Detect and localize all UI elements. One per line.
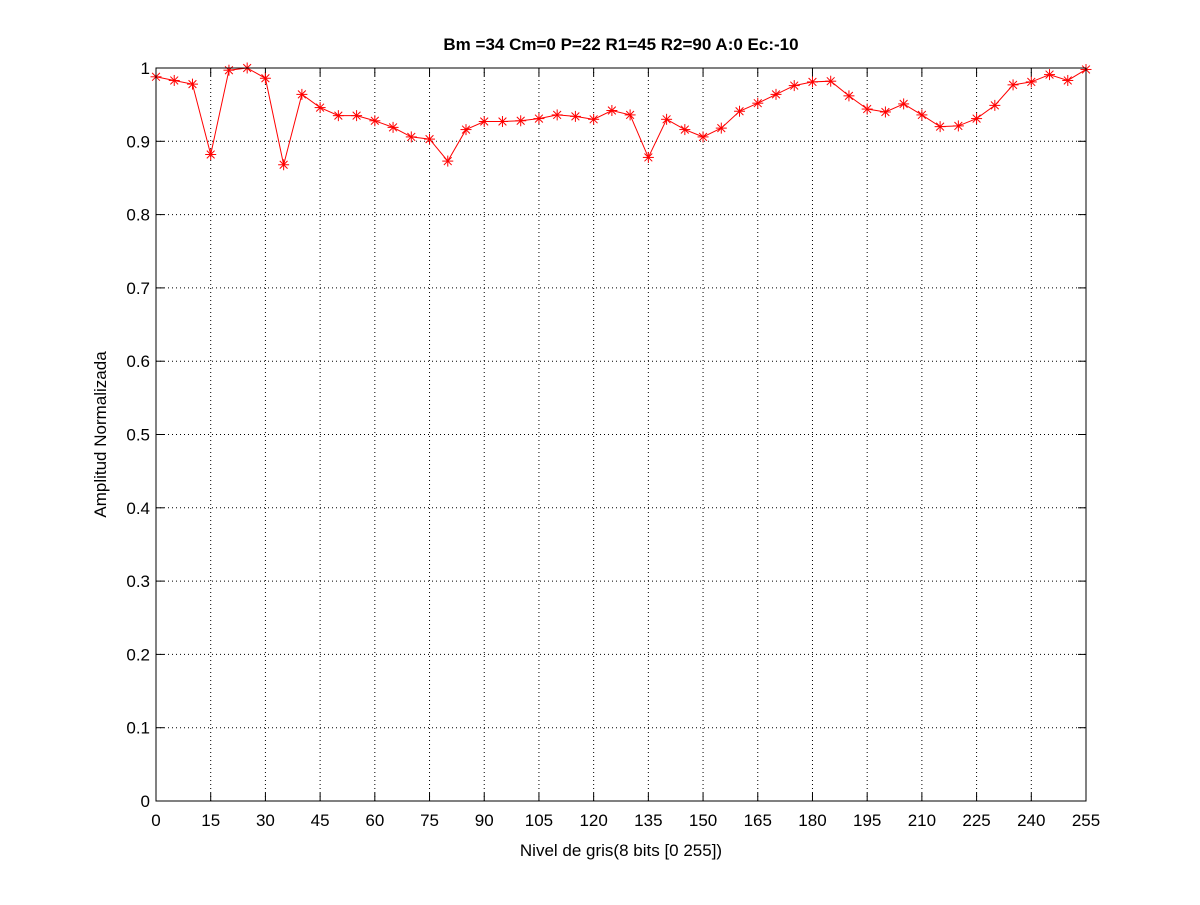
x-tick-label: 30	[256, 811, 275, 830]
x-tick-label: 15	[201, 811, 220, 830]
data-point-marker	[752, 97, 764, 109]
x-tick-label: 240	[1017, 811, 1045, 830]
data-point-marker	[879, 106, 891, 118]
data-point-marker	[442, 155, 454, 167]
x-tick-label: 105	[525, 811, 553, 830]
data-point-marker	[351, 110, 363, 122]
data-point-marker	[387, 121, 399, 133]
y-tick-label: 0.3	[126, 572, 150, 591]
data-point-marker	[569, 110, 581, 122]
data-point-marker	[715, 122, 727, 134]
data-point-marker	[734, 105, 746, 117]
x-tick-label: 90	[475, 811, 494, 830]
data-point-marker	[424, 133, 436, 145]
data-point-marker	[770, 88, 782, 100]
data-point-marker	[332, 110, 344, 122]
x-axis-label: Nivel de gris(8 bits [0 255])	[520, 841, 722, 860]
y-tick-label: 0	[141, 792, 150, 811]
data-point-marker	[278, 159, 290, 171]
data-point-marker	[205, 148, 217, 160]
data-point-marker	[989, 99, 1001, 111]
data-point-marker	[952, 120, 964, 132]
y-tick-label: 0.5	[126, 426, 150, 445]
data-point-marker	[186, 78, 198, 90]
y-tick-label: 0.1	[126, 719, 150, 738]
data-point-marker	[551, 109, 563, 121]
data-point-marker	[697, 131, 709, 143]
data-point-marker	[369, 115, 381, 127]
data-point-marker	[825, 75, 837, 87]
data-point-marker	[861, 103, 873, 115]
axes-frame	[155, 67, 1087, 802]
chart-title: Bm =34 Cm=0 P=22 R1=45 R2=90 A:0 Ec:-10	[443, 35, 798, 54]
series-line	[155, 67, 1087, 165]
y-tick-label: 0.9	[126, 132, 150, 151]
data-point-marker	[624, 109, 636, 121]
data-point-marker	[259, 72, 271, 84]
x-tick-labels: 0 15 30 45 60 75 90 105 120 135 150 165 180 195 210 225…	[151, 811, 1100, 830]
x-tick-label: 135	[634, 811, 662, 830]
y-tick-label: 0.4	[126, 499, 150, 518]
y-tick-label: 0.2	[126, 645, 150, 664]
data-point-marker	[405, 131, 417, 143]
y-tick-label: 0.6	[126, 352, 150, 371]
data-point-marker	[661, 113, 673, 125]
data-point-marker	[588, 113, 600, 125]
x-tick-label: 120	[579, 811, 607, 830]
data-point-marker	[1007, 79, 1019, 91]
data-point-marker	[496, 116, 508, 128]
x-tick-label: 0	[151, 811, 160, 830]
y-tick-labels: 0 0.1 0.2 0.3 0.4 0.5 0.6 0.7 0.8 0.9 1	[126, 59, 150, 811]
data-point-marker	[478, 116, 490, 128]
x-tick-label: 60	[365, 811, 384, 830]
y-tick-label: 0.8	[126, 206, 150, 225]
data-point-marker	[515, 115, 527, 127]
x-tick-label: 195	[853, 811, 881, 830]
data-point-marker	[1025, 76, 1037, 88]
data-point-marker	[679, 124, 691, 136]
data-point-marker	[806, 76, 818, 88]
data-point-marker	[916, 109, 928, 121]
data-point-marker	[1062, 74, 1074, 86]
data-point-marker	[843, 90, 855, 102]
data-point-marker	[314, 102, 326, 114]
x-tick-label: 210	[908, 811, 936, 830]
data-point-marker	[460, 124, 472, 136]
data-point-marker	[642, 151, 654, 163]
data-point-marker	[168, 74, 180, 86]
y-tick-label: 1	[141, 59, 150, 78]
x-tick-label: 255	[1072, 811, 1100, 830]
x-tick-label: 75	[420, 811, 439, 830]
x-tick-label: 45	[311, 811, 330, 830]
x-tick-label: 165	[744, 811, 772, 830]
data-point-marker	[898, 98, 910, 110]
data-point-marker	[1044, 69, 1056, 81]
grid-lines	[156, 68, 1086, 801]
x-tick-label: 225	[962, 811, 990, 830]
data-point-marker	[971, 113, 983, 125]
x-tick-label: 150	[689, 811, 717, 830]
data-point-marker	[788, 80, 800, 92]
data-point-marker	[296, 88, 308, 100]
series-layer	[150, 62, 1092, 171]
data-point-marker	[223, 64, 235, 76]
x-tick-label: 180	[798, 811, 826, 830]
y-axis-label: Amplitud Normalizada	[91, 351, 110, 518]
data-point-marker	[606, 105, 618, 117]
y-tick-label: 0.7	[126, 279, 150, 298]
data-point-marker	[934, 121, 946, 133]
data-point-marker	[533, 113, 545, 125]
